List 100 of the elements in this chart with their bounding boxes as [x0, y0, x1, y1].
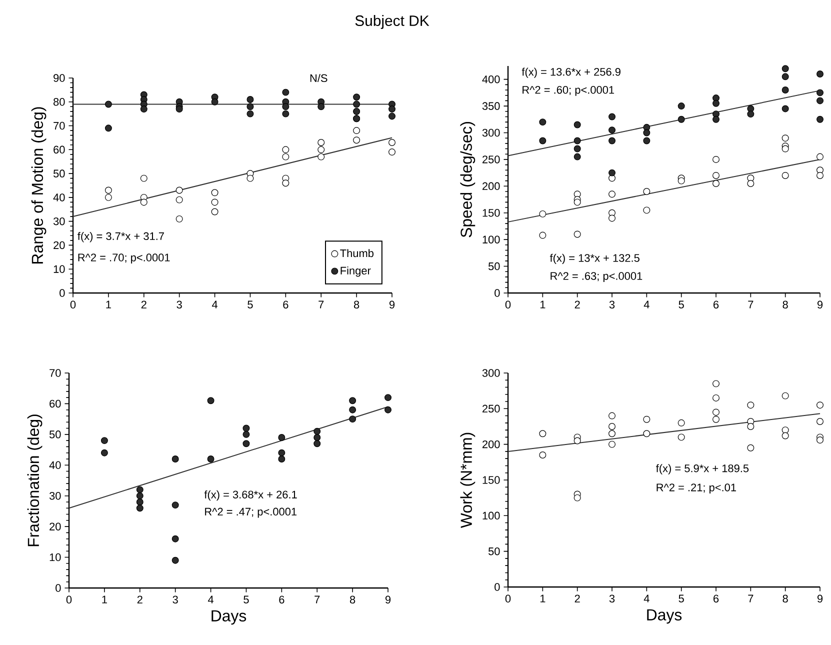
point [282, 180, 290, 187]
y-axis-title: Speed (deg/sec) [460, 122, 476, 238]
y-tick-label: 250 [482, 404, 500, 413]
point [136, 498, 144, 506]
x-axis-title: Days [647, 609, 682, 624]
point [176, 215, 183, 222]
point [712, 180, 720, 187]
x-tick-label: 5 [678, 594, 684, 602]
point [242, 424, 250, 432]
y-tick-label: 100 [482, 512, 500, 520]
y-axis-title: Work (N*mm) [460, 432, 476, 528]
point [678, 102, 685, 110]
annotation: N/S [310, 74, 328, 82]
point [643, 188, 650, 195]
point [100, 437, 108, 444]
y-tick-label: 0 [56, 584, 61, 592]
point [136, 492, 144, 500]
point [712, 416, 720, 423]
x-tick-label: 7 [748, 300, 754, 308]
x-tick-label: 1 [540, 300, 546, 308]
point [782, 134, 789, 142]
point [211, 208, 218, 216]
point [318, 103, 325, 110]
point [136, 504, 144, 512]
point [608, 412, 616, 420]
point [384, 394, 392, 402]
y-tick-label: 300 [482, 128, 500, 137]
point [172, 556, 179, 564]
point [349, 397, 356, 404]
point [608, 440, 616, 448]
point [104, 186, 112, 194]
point [574, 198, 581, 206]
y-tick-label: 0 [494, 583, 500, 591]
point [574, 145, 581, 152]
point [282, 103, 290, 110]
point [608, 137, 616, 144]
x-tick-label: 3 [172, 596, 178, 604]
x-tick-label: 7 [314, 596, 320, 604]
point [574, 153, 581, 160]
legend-label: Finger [340, 266, 371, 277]
point [282, 110, 290, 118]
point [782, 432, 789, 440]
chart-title: Subject DK [355, 15, 430, 29]
point [782, 86, 789, 94]
x-tick-label: 6 [714, 594, 719, 603]
point [643, 137, 650, 144]
point [100, 449, 108, 456]
point [678, 177, 685, 184]
point [782, 145, 789, 152]
point [539, 210, 546, 218]
point [608, 113, 616, 120]
point [172, 502, 179, 509]
point [608, 169, 616, 176]
point [712, 116, 720, 123]
legend-label: Thumb [340, 249, 374, 258]
point [712, 156, 720, 163]
x-tick-label: 5 [248, 300, 253, 308]
y-tick-label: 350 [482, 102, 500, 110]
y-tick-label: 60 [50, 400, 61, 408]
annotation: f(x) = 5.9*x + 189.5 [656, 464, 749, 474]
point [242, 430, 250, 438]
point [539, 137, 546, 144]
x-tick-label: 5 [678, 300, 684, 308]
x-tick-label: 7 [748, 594, 754, 602]
x-tick-label: 6 [714, 300, 719, 309]
point [608, 126, 616, 134]
y-tick-label: 400 [482, 75, 500, 84]
point [388, 106, 396, 113]
y-tick-label: 200 [482, 182, 500, 190]
y-axis-title: Fractionation (deg) [27, 414, 42, 546]
point [318, 146, 325, 154]
point [574, 437, 581, 444]
annotation: f(x) = 3.7*x + 31.7 [78, 232, 164, 242]
x-tick-label: 9 [817, 594, 823, 603]
point [643, 206, 650, 214]
point [539, 232, 546, 239]
y-tick-label: 70 [50, 369, 61, 377]
point [140, 174, 148, 182]
point [678, 434, 685, 441]
point [176, 186, 183, 194]
y-tick-label: 10 [50, 553, 61, 562]
point [608, 214, 616, 222]
point [782, 105, 789, 112]
point [712, 408, 720, 416]
x-tick-label: 1 [102, 596, 107, 604]
x-tick-label: 2 [141, 300, 146, 308]
point [678, 116, 685, 123]
y-tick-label: 80 [54, 98, 65, 106]
x-tick-label: 6 [283, 300, 288, 309]
point [242, 440, 250, 448]
point [712, 394, 720, 402]
y-tick-label: 50 [53, 170, 65, 178]
point [207, 456, 214, 462]
x-tick-label: 4 [644, 300, 650, 308]
point [246, 103, 254, 110]
y-tick-label: 50 [488, 262, 500, 270]
point [314, 428, 321, 435]
x-tick-label: 0 [70, 300, 76, 309]
y-tick-label: 0 [494, 289, 500, 297]
point [353, 127, 360, 134]
